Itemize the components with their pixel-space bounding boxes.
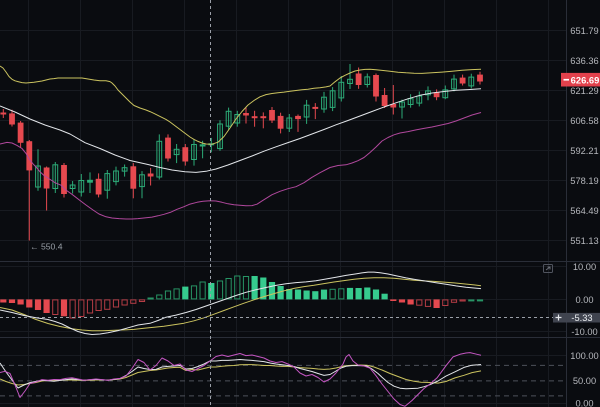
svg-text:626.69: 626.69 [571, 74, 600, 85]
svg-text:-10.00: -10.00 [571, 327, 597, 337]
svg-text:0.00: 0.00 [575, 295, 593, 305]
svg-text:551.13: 551.13 [570, 236, 598, 246]
svg-text:606.58: 606.58 [570, 116, 598, 126]
svg-text:100.00: 100.00 [570, 351, 598, 361]
svg-text:-5.33: -5.33 [571, 313, 592, 323]
svg-text:564.49: 564.49 [570, 206, 598, 216]
svg-text:621.29: 621.29 [570, 86, 598, 96]
svg-text:578.19: 578.19 [570, 176, 598, 186]
svg-text:10.00: 10.00 [573, 262, 596, 272]
svg-text:50.00: 50.00 [573, 376, 596, 386]
svg-text:651.79: 651.79 [570, 26, 598, 36]
svg-text:0.00: 0.00 [575, 398, 593, 407]
svg-text:636.36: 636.36 [570, 56, 598, 66]
svg-text:← 550.4: ← 550.4 [30, 242, 63, 252]
svg-text:592.21: 592.21 [570, 146, 598, 156]
